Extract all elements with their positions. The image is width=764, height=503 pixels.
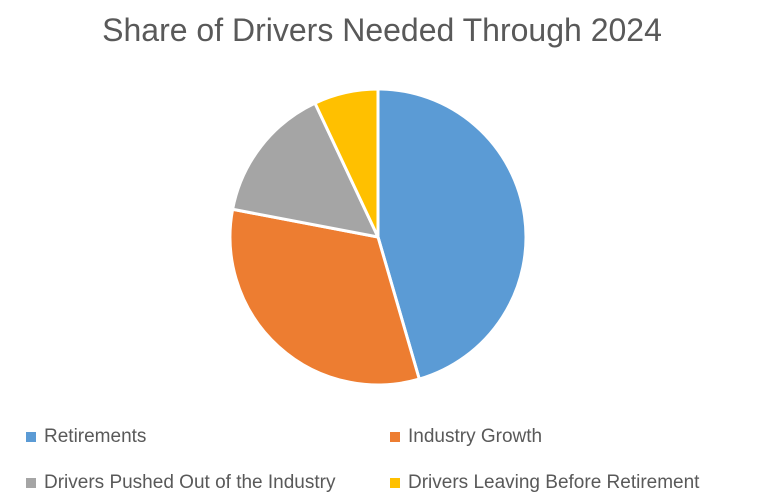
legend-label-drivers-pushed-out: Drivers Pushed Out of the Industry	[44, 472, 336, 493]
legend-label-industry-growth: Industry Growth	[408, 426, 543, 447]
legend-item-drivers-leaving: Drivers Leaving Before Retirement	[390, 472, 699, 494]
legend-item-retirements: Retirements	[26, 426, 146, 448]
pie-slice-retirements	[376, 87, 528, 381]
pie-slice-drivers-pushed-out-of-the-industry	[231, 101, 380, 239]
legend-label-drivers-leaving: Drivers Leaving Before Retirement	[408, 472, 700, 493]
legend-label-retirements: Retirements	[44, 426, 147, 447]
legend-item-industry-growth: Industry Growth	[390, 426, 542, 448]
legend-swatch-industry-growth	[390, 432, 400, 442]
legend-swatch-drivers-leaving	[390, 478, 400, 488]
legend-swatch-retirements	[26, 432, 36, 442]
legend-swatch-drivers-pushed-out	[26, 478, 36, 488]
pie-slice-drivers-leaving-before-retirement	[313, 87, 380, 239]
pie-slice-industry-growth	[228, 207, 421, 387]
chart-title: Share of Drivers Needed Through 2024	[102, 12, 662, 48]
legend-item-drivers-pushed-out: Drivers Pushed Out of the Industry	[26, 472, 335, 494]
